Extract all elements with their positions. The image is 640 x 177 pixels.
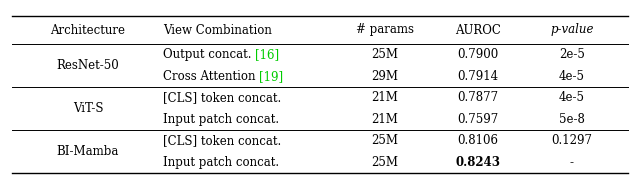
Text: 0.8106: 0.8106 bbox=[458, 134, 499, 147]
Text: AUROC: AUROC bbox=[455, 24, 501, 36]
Text: 0.8243: 0.8243 bbox=[456, 156, 500, 169]
Text: 29M: 29M bbox=[371, 70, 399, 83]
Text: 0.7597: 0.7597 bbox=[458, 113, 499, 126]
Text: ResNet-50: ResNet-50 bbox=[56, 59, 120, 72]
Text: [19]: [19] bbox=[259, 70, 284, 83]
Text: 0.7877: 0.7877 bbox=[458, 91, 499, 104]
Text: 0.7900: 0.7900 bbox=[458, 48, 499, 61]
Text: 21M: 21M bbox=[372, 113, 399, 126]
Text: BI-Mamba: BI-Mamba bbox=[57, 145, 119, 158]
Text: Input patch concat.: Input patch concat. bbox=[163, 113, 279, 126]
Text: 0.1297: 0.1297 bbox=[552, 134, 593, 147]
Text: 0.7914: 0.7914 bbox=[458, 70, 499, 83]
Text: -: - bbox=[570, 156, 574, 169]
Text: 4e-5: 4e-5 bbox=[559, 70, 585, 83]
Text: Cross Attention: Cross Attention bbox=[163, 70, 259, 83]
Text: [16]: [16] bbox=[255, 48, 280, 61]
Text: Input patch concat.: Input patch concat. bbox=[163, 156, 279, 169]
Text: 5e-8: 5e-8 bbox=[559, 113, 585, 126]
Text: 2e-5: 2e-5 bbox=[559, 48, 585, 61]
Text: 25M: 25M bbox=[371, 156, 399, 169]
Text: p-value: p-value bbox=[550, 24, 594, 36]
Text: Architecture: Architecture bbox=[51, 24, 125, 36]
Text: Output concat.: Output concat. bbox=[163, 48, 255, 61]
Text: 21M: 21M bbox=[372, 91, 399, 104]
Text: [CLS] token concat.: [CLS] token concat. bbox=[163, 91, 281, 104]
Text: ViT-S: ViT-S bbox=[73, 102, 103, 115]
Text: [CLS] token concat.: [CLS] token concat. bbox=[163, 134, 281, 147]
Text: # params: # params bbox=[356, 24, 414, 36]
Text: 25M: 25M bbox=[371, 134, 399, 147]
Text: 4e-5: 4e-5 bbox=[559, 91, 585, 104]
Text: 25M: 25M bbox=[371, 48, 399, 61]
Text: View Combination: View Combination bbox=[163, 24, 272, 36]
